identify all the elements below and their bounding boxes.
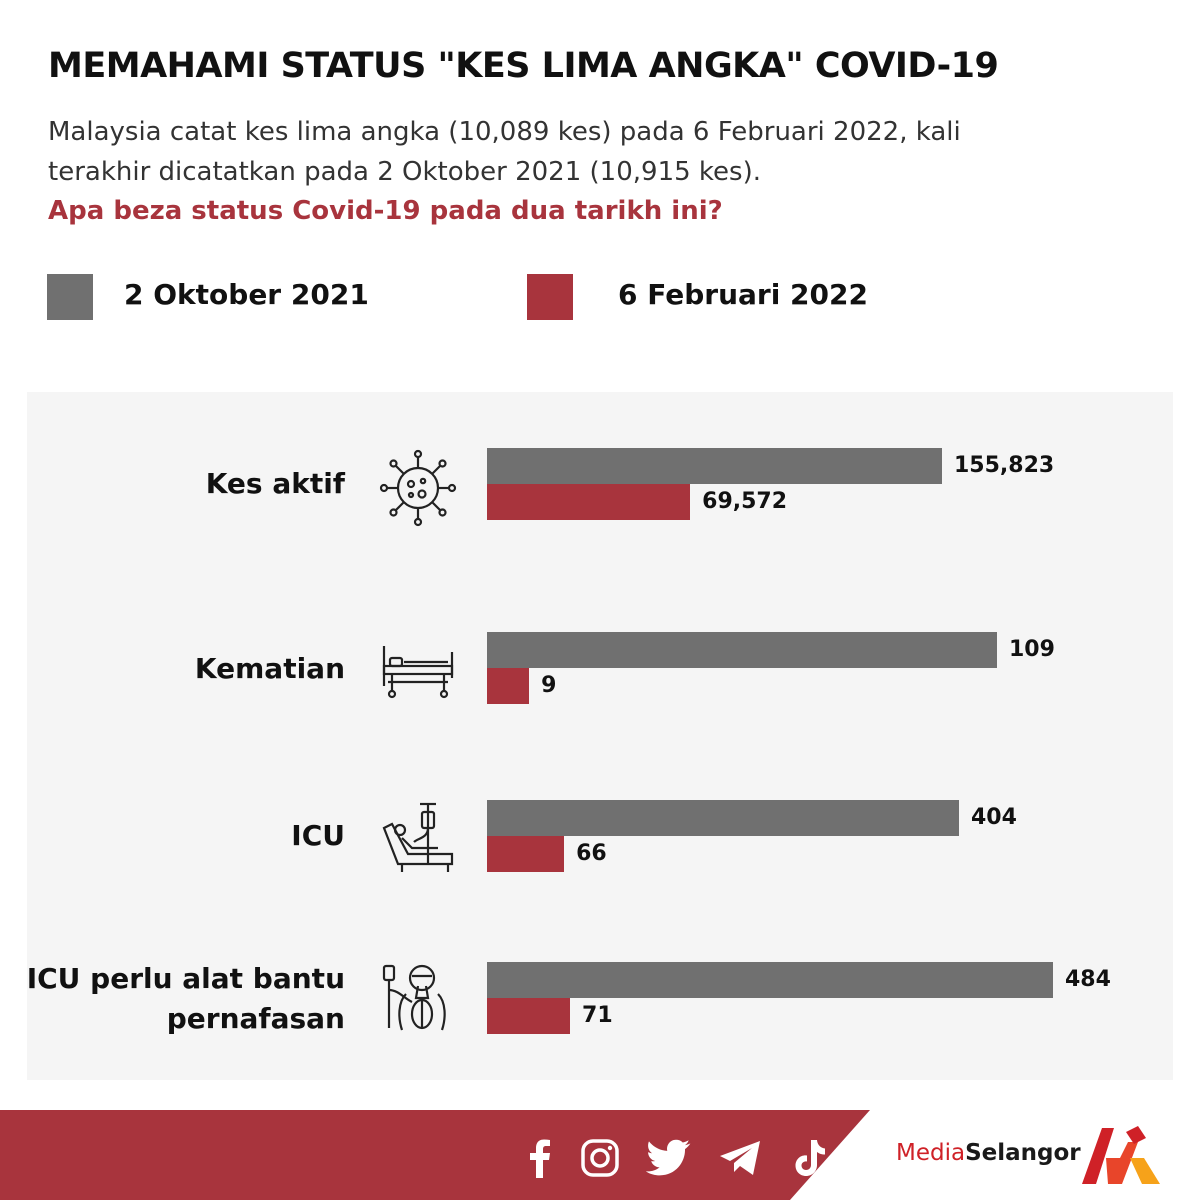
tiktok-icon[interactable] bbox=[790, 1138, 830, 1178]
media-selangor-logo bbox=[1082, 1126, 1160, 1184]
value-label-icu-perlu-alat-februari: 71 bbox=[582, 1003, 613, 1028]
ventilator-patient-icon bbox=[382, 964, 446, 1031]
chart-question: Apa beza status Covid-19 pada dua tarikh… bbox=[48, 196, 723, 226]
value-label-icu-oktober: 404 bbox=[971, 805, 1017, 830]
legend-swatch-februari bbox=[527, 274, 573, 320]
bar-icu-oktober bbox=[487, 800, 959, 836]
bar-icu-februari bbox=[487, 836, 565, 872]
brand-wordmark: MediaSelangor bbox=[896, 1140, 1081, 1166]
bar-kematian-februari bbox=[487, 668, 530, 704]
category-label-icu-perlu-alat: ICU perlu alat bantu pernafasan bbox=[26, 962, 345, 1035]
legend-label-oktober: 2 Oktober 2021 bbox=[124, 278, 369, 311]
bar-kematian-oktober bbox=[487, 632, 997, 668]
category-label-kematian: Kematian bbox=[194, 652, 345, 685]
value-label-kes-aktif-februari: 69,572 bbox=[702, 489, 788, 514]
chart-subtitle: Malaysia catat kes lima angka (10,089 ke… bbox=[48, 117, 961, 187]
brand-selangor-text: Selangor bbox=[965, 1140, 1081, 1166]
brand-media-text: Media bbox=[896, 1140, 966, 1166]
value-label-icu-perlu-alat-oktober: 484 bbox=[1065, 967, 1111, 992]
icu-patient-icon bbox=[382, 802, 454, 872]
value-label-kematian-oktober: 109 bbox=[1009, 637, 1055, 662]
virus-icon bbox=[379, 449, 457, 527]
legend-label-februari: 6 Februari 2022 bbox=[618, 278, 868, 311]
legend-swatch-oktober bbox=[47, 274, 93, 320]
telegram-icon[interactable] bbox=[718, 1138, 762, 1178]
category-label-kes-aktif: Kes aktif bbox=[205, 467, 345, 500]
bar-kes-aktif-oktober bbox=[487, 448, 942, 484]
hospital-bed-icon bbox=[382, 646, 454, 699]
value-label-kes-aktif-oktober: 155,823 bbox=[954, 453, 1055, 478]
facebook-icon[interactable] bbox=[520, 1138, 560, 1178]
value-label-icu-februari: 66 bbox=[576, 841, 607, 866]
twitter-icon[interactable] bbox=[646, 1138, 694, 1178]
bar-kes-aktif-februari bbox=[487, 484, 691, 520]
instagram-icon[interactable] bbox=[580, 1138, 620, 1178]
bar-icu-perlu-alat-februari bbox=[487, 998, 571, 1034]
value-label-kematian-februari: 9 bbox=[541, 673, 557, 698]
chart-title: MEMAHAMI STATUS "KES LIMA ANGKA" COVID-1… bbox=[48, 46, 999, 86]
bar-icu-perlu-alat-oktober bbox=[487, 962, 1053, 998]
category-label-icu: ICU bbox=[291, 819, 345, 852]
footer-banner bbox=[0, 1110, 870, 1200]
